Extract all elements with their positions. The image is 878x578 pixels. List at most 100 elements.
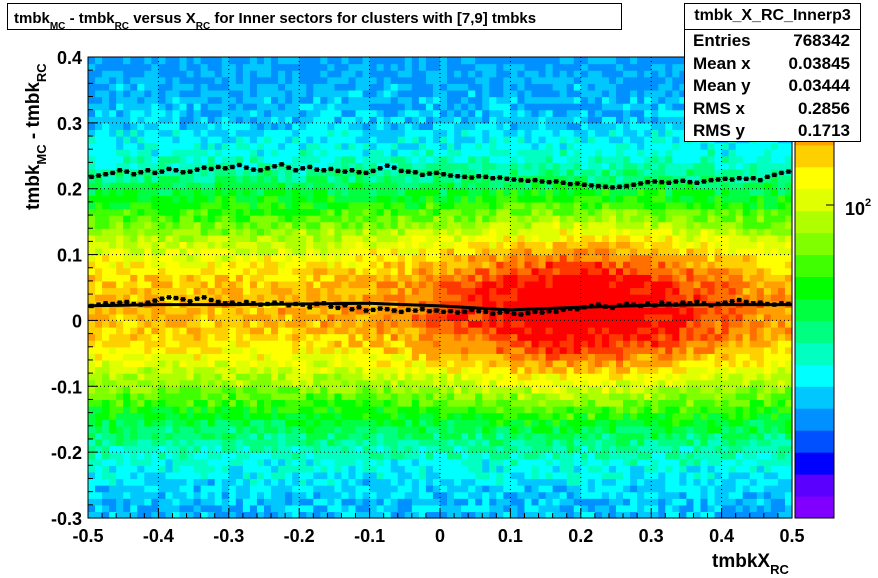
- heatmap-cell: [242, 445, 251, 453]
- heatmap-cell: [221, 89, 230, 98]
- heatmap-cell: [425, 142, 434, 150]
- heatmap-cell: [390, 373, 399, 381]
- heatmap-cell: [165, 96, 174, 104]
- heatmap-cell: [447, 359, 455, 368]
- heatmap-cell: [552, 359, 561, 368]
- heatmap-cell: [573, 76, 582, 84]
- heatmap-cell: [95, 162, 103, 170]
- heatmap-cell: [165, 386, 174, 394]
- heatmap-cell: [524, 504, 533, 513]
- heatmap-cell: [573, 359, 582, 368]
- heatmap-cell: [249, 504, 258, 513]
- heatmap-cell: [552, 175, 561, 183]
- heatmap-cell: [545, 208, 554, 216]
- heatmap-cell: [109, 465, 117, 473]
- heatmap-cell: [538, 294, 547, 302]
- heatmap-cell: [341, 195, 350, 203]
- heatmap-cell: [362, 201, 371, 210]
- heatmap-cell: [292, 201, 300, 210]
- heatmap-cell: [285, 399, 293, 407]
- heatmap-cell: [130, 109, 138, 117]
- heatmap-cell: [482, 261, 490, 269]
- heatmap-cell: [454, 188, 462, 196]
- heatmap-cell: [517, 452, 526, 460]
- heatmap-cell: [158, 340, 167, 348]
- heatmap-cell: [207, 215, 216, 223]
- heatmap-cell: [440, 149, 448, 157]
- heatmap-cell: [461, 103, 469, 111]
- heatmap-cell: [116, 274, 124, 282]
- heatmap-cell: [383, 373, 392, 381]
- heatmap-cell: [376, 142, 385, 150]
- heatmap-cell: [271, 307, 279, 315]
- heatmap-cell: [193, 498, 202, 506]
- heatmap-cell: [165, 399, 174, 407]
- heatmap-cell: [383, 149, 392, 157]
- heatmap-cell: [256, 438, 265, 447]
- heatmap-cell: [454, 215, 462, 223]
- heatmap-cell: [454, 386, 462, 394]
- heatmap-cell: [320, 346, 328, 354]
- heatmap-cell: [510, 379, 519, 387]
- heatmap-cell: [397, 247, 406, 256]
- heatmap-cell: [285, 228, 293, 236]
- heatmap-cell: [264, 373, 272, 381]
- heatmap-cell: [524, 103, 533, 111]
- heatmap-cell: [524, 406, 533, 414]
- heatmap-cell: [299, 386, 307, 394]
- heatmap-cell: [256, 215, 265, 223]
- heatmap-cell: [193, 458, 202, 466]
- heatmap-cell: [228, 201, 237, 210]
- heatmap-cell: [200, 122, 209, 131]
- heatmap-cell: [454, 155, 462, 163]
- heatmap-cell: [587, 386, 596, 394]
- heatmap-cell: [496, 353, 504, 361]
- heatmap-cell: [334, 386, 343, 394]
- heatmap-cell: [144, 445, 152, 453]
- heatmap-cell: [278, 327, 286, 335]
- heatmap-cell: [334, 247, 343, 256]
- heatmap-cell: [116, 83, 124, 91]
- heatmap-cell: [524, 162, 533, 170]
- heatmap-cell: [193, 228, 202, 236]
- heatmap-cell: [348, 419, 357, 427]
- heatmap-cell: [538, 228, 547, 236]
- heatmap-cell: [411, 359, 420, 368]
- heatmap-cell: [425, 504, 434, 513]
- heatmap-cell: [144, 406, 152, 414]
- heatmap-cell: [95, 254, 103, 262]
- heatmap-cell: [130, 438, 138, 447]
- heatmap-cell: [411, 254, 420, 262]
- heatmap-cell: [278, 142, 286, 150]
- heatmap-cell: [271, 89, 279, 98]
- heatmap-cell: [425, 327, 434, 335]
- heatmap-cell: [348, 215, 357, 223]
- heatmap-cell: [496, 221, 504, 229]
- heatmap-cell: [489, 504, 497, 513]
- heatmap-cell: [496, 254, 504, 262]
- heatmap-cell: [517, 313, 526, 322]
- heatmap-cell: [207, 366, 216, 374]
- heatmap-cell: [228, 129, 237, 137]
- heatmap-cell: [454, 432, 462, 440]
- heatmap-cell: [299, 419, 307, 427]
- heatmap-cell: [432, 116, 441, 124]
- heatmap-cell: [207, 452, 216, 460]
- heatmap-cell: [468, 511, 476, 519]
- heatmap-cell: [503, 76, 511, 84]
- heatmap-cell: [271, 201, 279, 210]
- heatmap-cell: [123, 280, 131, 289]
- heatmap-cell: [299, 122, 307, 131]
- heatmap-cell: [179, 491, 188, 499]
- heatmap-cell: [123, 386, 131, 394]
- heatmap-cell: [573, 327, 582, 335]
- heatmap-cell: [172, 458, 181, 466]
- heatmap-cell: [440, 504, 448, 513]
- heatmap-cell: [447, 254, 455, 262]
- heatmap-cell: [228, 346, 237, 354]
- heatmap-cell: [517, 201, 526, 210]
- heatmap-cell: [411, 379, 420, 387]
- heatmap-cell: [285, 294, 293, 302]
- heatmap-cell: [179, 445, 188, 453]
